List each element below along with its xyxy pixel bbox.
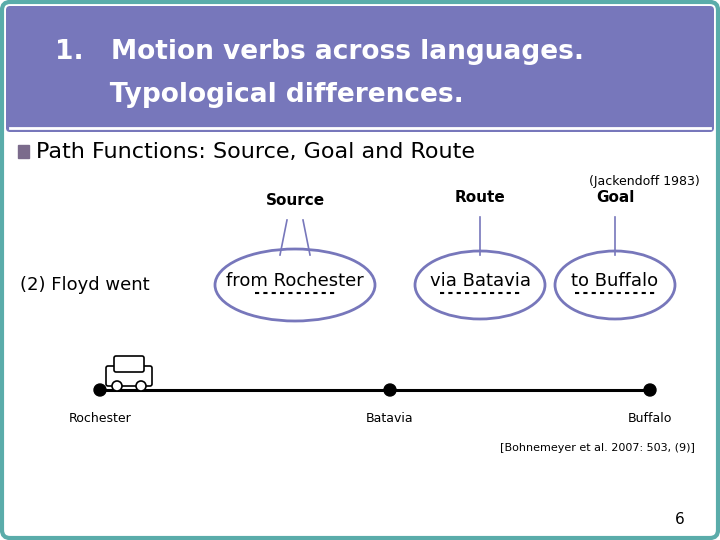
Ellipse shape <box>415 251 545 319</box>
Text: 1.   Motion verbs across languages.: 1. Motion verbs across languages. <box>55 39 584 65</box>
Text: Route: Route <box>454 190 505 205</box>
Text: Source: Source <box>266 193 325 208</box>
Text: Goal: Goal <box>596 190 634 205</box>
Text: Path Functions: Source, Goal and Route: Path Functions: Source, Goal and Route <box>36 142 475 162</box>
FancyBboxPatch shape <box>106 366 152 386</box>
Bar <box>18 145 29 158</box>
Text: (Jackendoff 1983): (Jackendoff 1983) <box>589 176 700 188</box>
Circle shape <box>644 384 656 396</box>
Circle shape <box>112 381 122 391</box>
Circle shape <box>94 384 106 396</box>
Text: [Bohnemeyer et al. 2007: 503, (9)]: [Bohnemeyer et al. 2007: 503, (9)] <box>500 443 695 453</box>
FancyBboxPatch shape <box>114 356 144 372</box>
Ellipse shape <box>215 249 375 321</box>
Text: Typological differences.: Typological differences. <box>55 82 464 108</box>
Text: (2) Floyd went: (2) Floyd went <box>20 276 150 294</box>
Text: from Rochester: from Rochester <box>226 272 364 290</box>
Text: via Batavia: via Batavia <box>430 272 531 290</box>
Text: to Buffalo: to Buffalo <box>572 272 659 290</box>
FancyBboxPatch shape <box>6 6 714 132</box>
Ellipse shape <box>555 251 675 319</box>
Circle shape <box>384 384 396 396</box>
Text: Buffalo: Buffalo <box>628 412 672 425</box>
Circle shape <box>136 381 146 391</box>
Text: Rochester: Rochester <box>68 412 131 425</box>
Text: Batavia: Batavia <box>366 412 414 425</box>
Text: 6: 6 <box>675 512 685 528</box>
